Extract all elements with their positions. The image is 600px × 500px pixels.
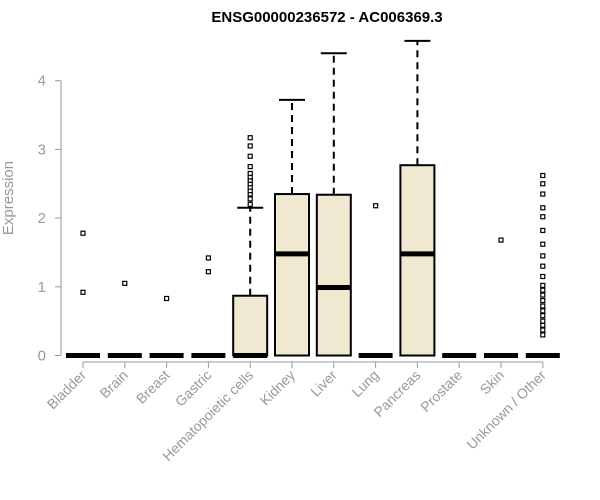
x-tick-label: Breast — [133, 367, 173, 407]
outlier-point — [540, 313, 546, 319]
outlier-point — [540, 181, 546, 187]
y-tick-label: 0 — [38, 348, 46, 365]
outlier-point — [540, 253, 546, 259]
outlier-point — [540, 303, 546, 309]
outlier-point — [540, 297, 546, 304]
outlier-point — [247, 170, 253, 177]
x-tick-label: Skin — [477, 367, 508, 398]
outlier-point — [247, 201, 253, 207]
box-group — [484, 237, 518, 358]
x-tick-label: Brain — [96, 367, 130, 401]
box-group — [66, 230, 100, 358]
x-tick-label: Unknown / Other — [463, 367, 549, 453]
y-axis-label: Expression — [0, 161, 17, 235]
x-tick-label: Liver — [307, 367, 340, 400]
box-group — [358, 203, 393, 358]
y-tick-label: 4 — [38, 73, 46, 90]
outlier-point — [247, 143, 253, 149]
outlier-point — [540, 241, 546, 247]
chart-title: ENSG00000236572 - AC006369.3 — [211, 9, 442, 26]
outlier-point — [247, 196, 253, 202]
outlier-point — [122, 280, 128, 286]
outlier-point — [498, 237, 504, 243]
outlier-point — [164, 295, 170, 302]
x-tick-label: Prostate — [417, 367, 465, 415]
outlier-point — [540, 273, 546, 280]
outlier-point — [540, 327, 546, 333]
outlier-point — [540, 287, 546, 293]
box-group — [399, 39, 436, 357]
outlier-point — [540, 263, 546, 269]
outlier-point — [540, 318, 546, 324]
outlier-point — [540, 332, 546, 338]
outlier-point — [247, 135, 253, 141]
x-tick-label: Lung — [348, 367, 381, 400]
box-group — [191, 255, 226, 358]
box-iqr — [315, 193, 352, 357]
outlier-point — [540, 322, 546, 328]
y-axis: 0 1 2 3 4 — [38, 73, 62, 365]
box-group — [525, 172, 560, 358]
outlier-point — [540, 227, 546, 234]
box-iqr — [232, 294, 269, 357]
outlier-point — [80, 289, 86, 295]
outlier-point — [205, 255, 211, 261]
outlier-point — [540, 292, 546, 298]
outlier-point — [373, 203, 379, 209]
outlier-point — [205, 269, 211, 275]
outlier-point — [247, 163, 253, 170]
x-tick-label: Kidney — [257, 367, 299, 409]
outlier-point — [540, 205, 546, 211]
x-tick-label: Bladder — [44, 367, 90, 413]
box-group — [315, 52, 352, 357]
box-iqr — [399, 164, 436, 357]
y-tick-label: 3 — [38, 141, 46, 158]
box-group — [107, 280, 142, 358]
outlier-point — [540, 191, 546, 197]
outlier-point — [540, 282, 546, 289]
y-tick-label: 1 — [38, 279, 46, 296]
box-group — [274, 98, 310, 357]
outlier-point — [540, 172, 546, 179]
outlier-point — [80, 230, 86, 236]
outlier-point — [540, 308, 546, 314]
outlier-point — [540, 214, 546, 220]
box-group — [232, 135, 269, 358]
outlier-point — [247, 153, 253, 159]
y-tick-label: 2 — [38, 210, 46, 227]
box-group — [149, 295, 184, 358]
plot-area — [66, 39, 560, 358]
box-iqr — [274, 193, 310, 357]
